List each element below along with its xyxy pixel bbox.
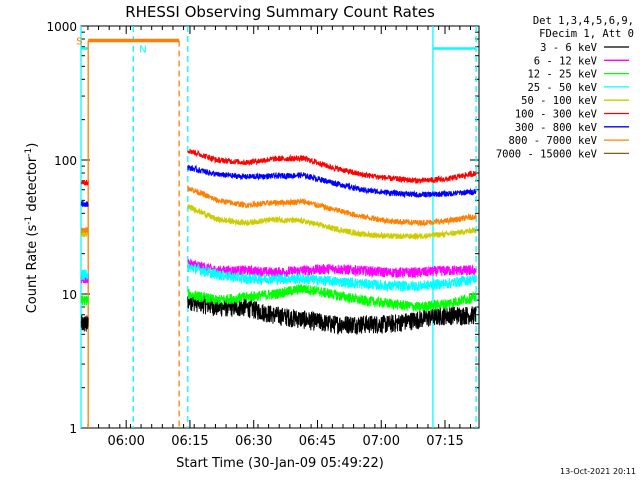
series-line <box>187 284 477 312</box>
series-line <box>187 258 477 279</box>
y-tick-label: 1000 <box>46 20 77 34</box>
legend-label: 7000 - 15000 keV <box>496 148 598 160</box>
legend-label: 800 - 7000 keV <box>508 135 597 147</box>
legend-label: 6 - 12 keV <box>534 55 598 67</box>
x-tick-label: 06:45 <box>299 434 336 449</box>
y-label-part1: Count Rate (s <box>25 225 40 314</box>
series-line-before <box>80 295 89 306</box>
legend-label: 25 - 50 keV <box>527 82 597 94</box>
series-line <box>187 292 477 336</box>
series-line <box>187 204 477 241</box>
saa-marker-label: S <box>76 36 82 47</box>
chart-title: RHESSI Observing Summary Count Rates <box>125 3 435 21</box>
legend-label: 3 - 6 keV <box>540 42 598 54</box>
x-tick-label: 06:15 <box>171 434 208 449</box>
x-axis-label: Start Time (30-Jan-09 05:49:22) <box>176 456 384 471</box>
legend-label: 300 - 800 keV <box>515 122 598 134</box>
series-line <box>187 164 477 199</box>
legend-label: 12 - 25 keV <box>527 69 597 81</box>
series-line <box>187 262 477 293</box>
timestamp: 13-Oct-2021 20:11 <box>560 467 636 476</box>
series-line-before <box>80 201 89 208</box>
legend-label: 100 - 300 keV <box>515 109 598 121</box>
y-label-sup2: -1 <box>24 148 34 157</box>
series-line-before <box>80 179 89 186</box>
series-line-before <box>80 315 89 333</box>
x-tick-label: 07:00 <box>363 434 400 449</box>
series-line <box>187 148 477 184</box>
night-marker-label: N <box>139 44 146 55</box>
legend-label: 50 - 100 keV <box>521 95 598 107</box>
series-line <box>187 185 477 227</box>
legend-header-line2: FDecim 1, Att 0 <box>539 28 634 40</box>
y-label-part3: ) <box>25 143 40 148</box>
legend-header-line1: Det 1,3,4,5,6,9, <box>533 15 634 27</box>
y-label-part2: detector <box>25 156 40 216</box>
y-tick-label: 1 <box>69 422 77 436</box>
series-line-before <box>80 226 89 234</box>
y-tick-label: 100 <box>54 154 77 168</box>
axes-frame <box>80 25 480 429</box>
x-tick-label: 06:00 <box>107 434 144 449</box>
y-tick-label: 10 <box>62 288 77 302</box>
y-label-sup1: -1 <box>24 216 34 225</box>
x-tick-label: 07:15 <box>426 434 463 449</box>
plot-area: 1 10 100 1000 06:00 06:15 06:30 06:45 07:00 07:15… <box>46 20 480 449</box>
x-tick-label: 06:30 <box>235 434 272 449</box>
legend: Det 1,3,4,5,6,9, FDecim 1, Att 0 3 - 6 k… <box>496 15 634 160</box>
y-axis-label: Count Rate (s-1 detector-1) <box>24 143 40 314</box>
series-line-before <box>80 269 89 281</box>
